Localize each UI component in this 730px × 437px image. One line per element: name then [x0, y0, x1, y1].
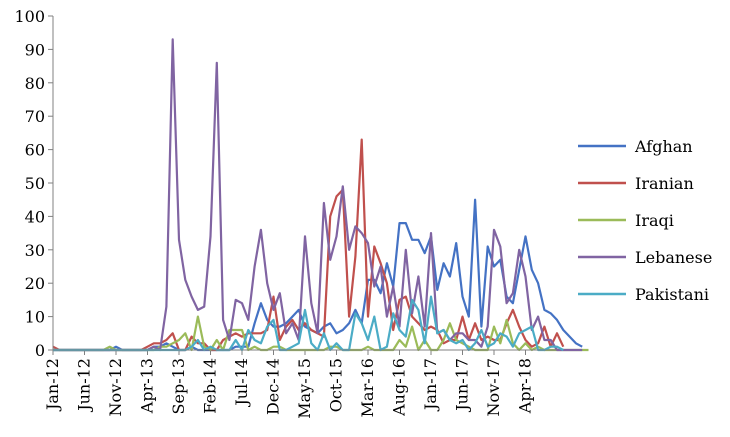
x-tick-label: Jun-12 [75, 358, 94, 413]
x-tick-label: Nov-12 [106, 358, 125, 416]
legend-label-iraqi: Iraqi [635, 211, 674, 230]
x-tick-label: Dec-14 [264, 358, 283, 415]
x-axis-ticks: Jan-12 Jun-12 Nov-12 Apr-13 Sep-13 Feb-14 Jul-… [43, 350, 535, 419]
series-line-pakistani [53, 295, 564, 352]
series-line-lebanese [53, 38, 583, 352]
y-tick-label: 50 [25, 174, 45, 193]
x-tick-label: Jul-14 [232, 358, 251, 408]
x-tick-label: Sep-13 [169, 358, 188, 414]
x-tick-label: Mar-16 [358, 358, 377, 417]
y-tick-label: 80 [25, 74, 45, 93]
y-tick-label: 10 [25, 308, 45, 327]
y-tick-label: 0 [35, 341, 45, 360]
series-lines [52, 38, 589, 352]
x-tick-label: May-15 [295, 358, 314, 419]
x-tick-label: Jan-17 [421, 358, 440, 412]
y-tick-label: 40 [25, 207, 45, 226]
legend-label-pakistani: Pakistani [635, 285, 709, 304]
x-tick-label: Nov-17 [484, 358, 503, 416]
x-tick-label: Aug-16 [390, 358, 409, 417]
legend-label-iranian: Iranian [635, 174, 694, 193]
y-tick-label: 20 [25, 274, 45, 293]
y-tick-label: 90 [25, 40, 45, 59]
y-axis-ticks: 0 10 20 30 40 50 60 70 80 90 100 [14, 7, 53, 360]
series-line-iraqi [53, 315, 589, 352]
x-tick-label: Apr-18 [516, 358, 535, 414]
legend-label-lebanese: Lebanese [635, 248, 712, 267]
x-tick-label: Jan-12 [43, 358, 62, 412]
x-tick-label: Apr-13 [138, 358, 157, 414]
y-tick-label: 60 [25, 141, 45, 160]
series-line-iranian [52, 138, 565, 352]
legend: Afghan Iranian Iraqi Lebanese Pakistani [578, 137, 712, 304]
y-tick-label: 100 [14, 7, 45, 26]
x-tick-label: Oct-15 [327, 358, 346, 412]
y-tick-label: 70 [25, 107, 45, 126]
legend-label-afghan: Afghan [634, 137, 693, 156]
y-tick-label: 30 [25, 241, 45, 260]
x-tick-label: Feb-14 [201, 358, 220, 414]
x-tick-label: Jun-17 [453, 358, 472, 413]
